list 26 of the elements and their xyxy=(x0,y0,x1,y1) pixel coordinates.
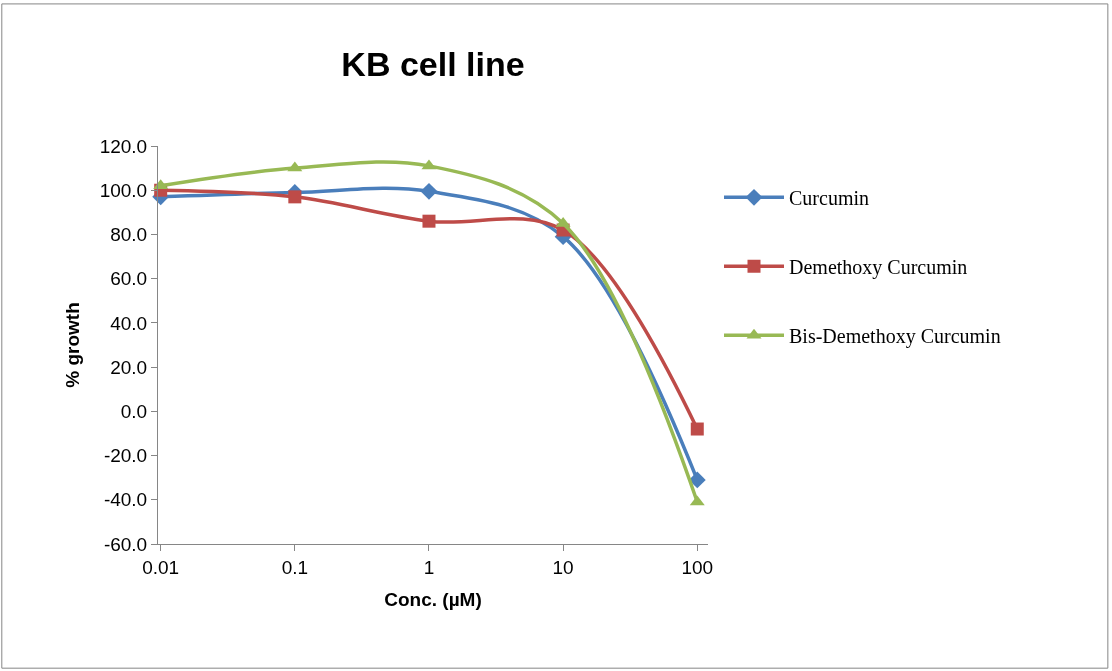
y-tick-label: 20.0 xyxy=(110,356,148,378)
y-tick-label: 60.0 xyxy=(110,268,148,290)
y-tick-label: -40.0 xyxy=(103,489,148,511)
point xyxy=(422,214,436,228)
y-tick-label: 0.0 xyxy=(120,400,148,422)
point xyxy=(690,422,704,436)
legend-label: Curcumin xyxy=(789,187,869,210)
y-tick-label: 120.0 xyxy=(99,135,148,157)
y-tick-label: 100.0 xyxy=(99,179,148,201)
legend-label: Demethoxy Curcumin xyxy=(789,256,968,280)
y-tick-label: -60.0 xyxy=(103,533,148,555)
y-tick-label: 80.0 xyxy=(110,224,148,246)
y-tick-label: 40.0 xyxy=(110,312,148,334)
x-tick-label: 0.1 xyxy=(281,556,309,578)
x-axis-title: Conc. (µM) xyxy=(384,588,482,610)
x-tick-label: 0.01 xyxy=(142,556,180,578)
x-tick-label: 100 xyxy=(681,556,714,578)
chart-title: KB cell line xyxy=(341,44,525,83)
y-axis-title: % growth xyxy=(61,302,83,388)
point xyxy=(288,190,302,204)
point xyxy=(688,471,706,489)
legend-label: Bis-Demethoxy Curcumin xyxy=(789,325,1001,349)
y-tick-label: -20.0 xyxy=(103,445,148,467)
x-tick-label: 10 xyxy=(552,556,574,578)
point xyxy=(420,182,438,200)
x-tick-label: 1 xyxy=(423,556,435,578)
